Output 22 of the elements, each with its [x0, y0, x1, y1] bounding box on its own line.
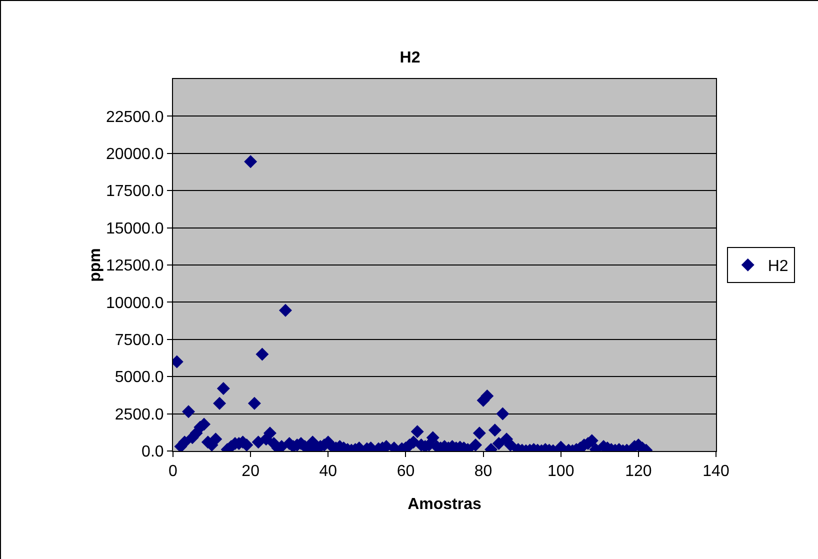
- x-tick-label: 140: [702, 463, 730, 480]
- y-axis-title: ppm: [86, 248, 104, 282]
- y-tick-label: 7500.0: [114, 332, 164, 349]
- y-tick-label: 2500.0: [114, 406, 164, 424]
- chart-title: H2: [400, 50, 420, 67]
- y-tick-label: 12500.0: [106, 258, 164, 275]
- y-tick-label: 15000.0: [106, 220, 164, 238]
- x-tick-label: 100: [548, 463, 574, 480]
- y-tick-label: 22500.0: [106, 108, 164, 126]
- x-tick-label: 40: [319, 463, 338, 480]
- y-tick-label: 0.0: [142, 444, 164, 461]
- y-tick-label: 17500.0: [106, 183, 164, 200]
- x-axis-title: Amostras: [408, 496, 482, 513]
- x-tick-label: 120: [625, 463, 652, 480]
- x-tick-label: 60: [396, 463, 415, 480]
- x-tick-label: 0: [168, 463, 178, 480]
- y-tick-label: 10000.0: [106, 294, 164, 312]
- y-tick-label: 20000.0: [106, 146, 164, 163]
- y-tick-label: 5000.0: [114, 369, 164, 386]
- x-tick-label: 80: [474, 463, 492, 480]
- x-tick-label: 20: [242, 463, 260, 480]
- legend-label: H2: [768, 258, 788, 276]
